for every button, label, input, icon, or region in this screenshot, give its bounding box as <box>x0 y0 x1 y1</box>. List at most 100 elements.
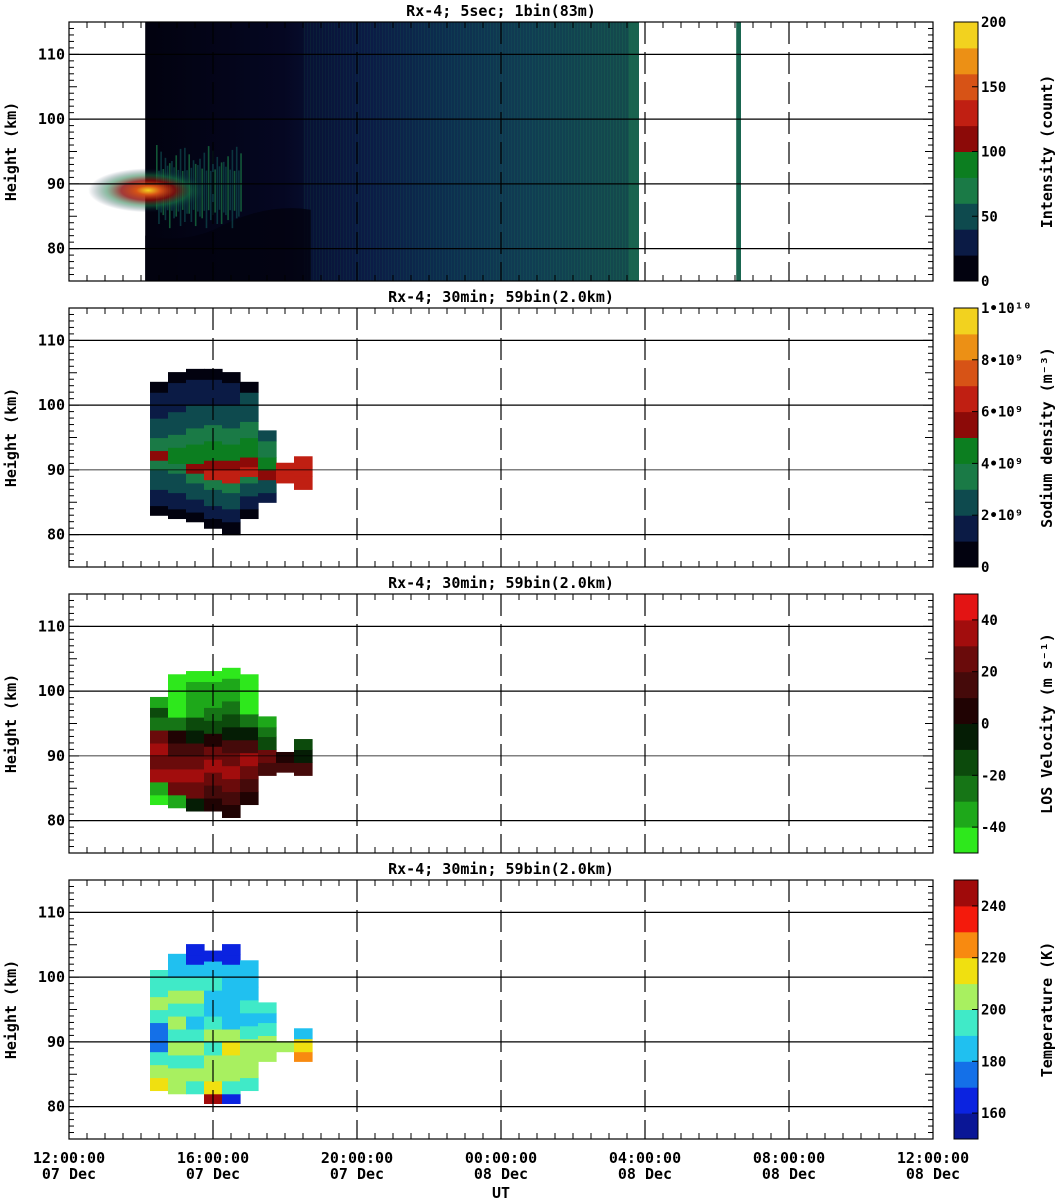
layer-streak <box>229 169 232 211</box>
colorbar-tick-label: 0 <box>981 560 989 576</box>
panel-3: Rx-4; 30min; 59bin(2.0km) 80 90 100 110 Heigh… <box>2 574 934 854</box>
heatmap-cell <box>186 443 205 464</box>
heatmap-cell <box>222 1093 241 1104</box>
heatmap-cell <box>150 1022 169 1036</box>
colorbar-swatch <box>954 905 978 933</box>
heatmap-cell <box>150 437 169 452</box>
heatmap-cell <box>168 990 187 1004</box>
colorbar-tick-label: 150 <box>981 80 1006 96</box>
heatmap-cell <box>276 462 295 474</box>
colorbar-tick-label: 8•10⁹ <box>981 353 1023 369</box>
heatmap-cell <box>186 742 205 757</box>
y-tick-label: 110 <box>38 45 65 63</box>
colorbar-label: Intensity (count) <box>1038 75 1056 229</box>
colorbar-swatch <box>954 177 978 204</box>
heatmap-cell <box>258 762 277 776</box>
x-tick-label: 00:00:00 <box>465 1149 537 1167</box>
heatmap-cell <box>186 1028 205 1043</box>
heatmap-cell <box>240 713 259 728</box>
colorbar-swatch <box>954 47 978 75</box>
heatmap-cell <box>150 729 169 744</box>
heatmap-cell <box>150 381 169 393</box>
y-tick-label: 100 <box>38 110 65 128</box>
heatmap-cell <box>150 1077 169 1092</box>
heatmap-cell <box>186 1080 205 1095</box>
colorbar-swatch <box>954 308 978 335</box>
colorbar-swatch <box>954 801 978 828</box>
heatmap-cell <box>168 382 187 413</box>
heatmap-cell <box>168 977 187 991</box>
heatmap-cell <box>168 1003 187 1017</box>
heatmap-cell <box>150 1009 169 1024</box>
x-tick-date: 07 Dec <box>42 1165 96 1183</box>
colorbar-swatch <box>954 22 978 49</box>
colorbar-label: LOS Velocity (m s⁻¹) <box>1038 633 1056 814</box>
colorbar-tick-label: 4•10⁹ <box>981 456 1023 472</box>
heatmap-cell <box>240 381 259 393</box>
x-tick-date: 07 Dec <box>186 1165 240 1183</box>
heatmap-cell <box>222 1041 241 1056</box>
x-tick-label: 20:00:00 <box>321 1149 393 1167</box>
dark-lower-region <box>145 208 311 281</box>
colorbar-swatch <box>954 880 978 907</box>
heatmap-cell <box>222 482 241 494</box>
heatmap-cell <box>222 954 241 965</box>
layer-streak <box>214 169 216 213</box>
heatmap-cell <box>240 1064 259 1079</box>
colorbar-label: Temperature (K) <box>1038 942 1056 1077</box>
heatmap-cell <box>204 671 223 683</box>
y-tick-label: 80 <box>47 1098 65 1116</box>
heatmap-cell <box>240 456 259 468</box>
heatmap-cell <box>150 489 169 507</box>
y-tick-label: 100 <box>38 682 65 700</box>
heatmap-cell <box>222 804 241 818</box>
heatmap-cell <box>186 681 205 718</box>
heatmap-cell <box>240 684 259 715</box>
heatmap-cell <box>222 1003 241 1017</box>
heatmap-cell <box>168 781 187 796</box>
heatmap-cell <box>204 990 223 1004</box>
heatmap-cell <box>186 977 205 991</box>
colorbar-tick-label: 40 <box>981 613 998 629</box>
heatmap-cell <box>222 726 241 741</box>
colorbar-swatch <box>954 749 978 776</box>
heatmap-cell <box>150 970 169 981</box>
heatmap-cell <box>222 977 241 991</box>
y-tick-label: 90 <box>47 461 65 479</box>
y-tick-label: 90 <box>47 175 65 193</box>
heatmap-cell <box>258 430 277 442</box>
heatmap-cell <box>240 970 259 988</box>
heatmap-cell <box>168 1080 187 1095</box>
x-tick-date: 08 Dec <box>906 1165 960 1183</box>
heatmap-cell <box>222 752 241 767</box>
heatmap-cell <box>240 765 259 780</box>
heatmap-cell <box>204 440 223 461</box>
colorbar-swatch <box>954 671 978 699</box>
heatmap-cell <box>294 1051 313 1062</box>
heatmap-cell <box>294 476 313 490</box>
colorbar-swatch <box>954 359 978 387</box>
heatmap-cell <box>204 379 223 406</box>
layer-streak <box>222 161 225 213</box>
heatmap-cell <box>222 405 241 429</box>
heatmap-cell <box>222 382 241 406</box>
x-tick-date: 08 Dec <box>618 1165 672 1183</box>
heatmap-cell <box>222 460 241 471</box>
sodium-layer-peak <box>88 168 209 213</box>
layer-streak <box>227 156 229 221</box>
heatmap-cell <box>150 794 169 806</box>
layer-streak <box>210 170 212 221</box>
heatmap-cell <box>150 707 169 718</box>
heatmap-cell <box>168 755 187 770</box>
heatmap-cell <box>186 1003 205 1017</box>
colorbar-swatch <box>954 125 978 152</box>
x-tick-label: 12:00:00 <box>33 1149 105 1167</box>
layer-streak <box>205 170 208 229</box>
heatmap-cell <box>168 684 187 718</box>
heatmap-cell <box>186 499 205 513</box>
heatmap-cell <box>276 751 295 763</box>
y-tick-label: 90 <box>47 1033 65 1051</box>
heatmap-cell <box>222 1054 241 1069</box>
heatmap-cell <box>204 479 223 490</box>
